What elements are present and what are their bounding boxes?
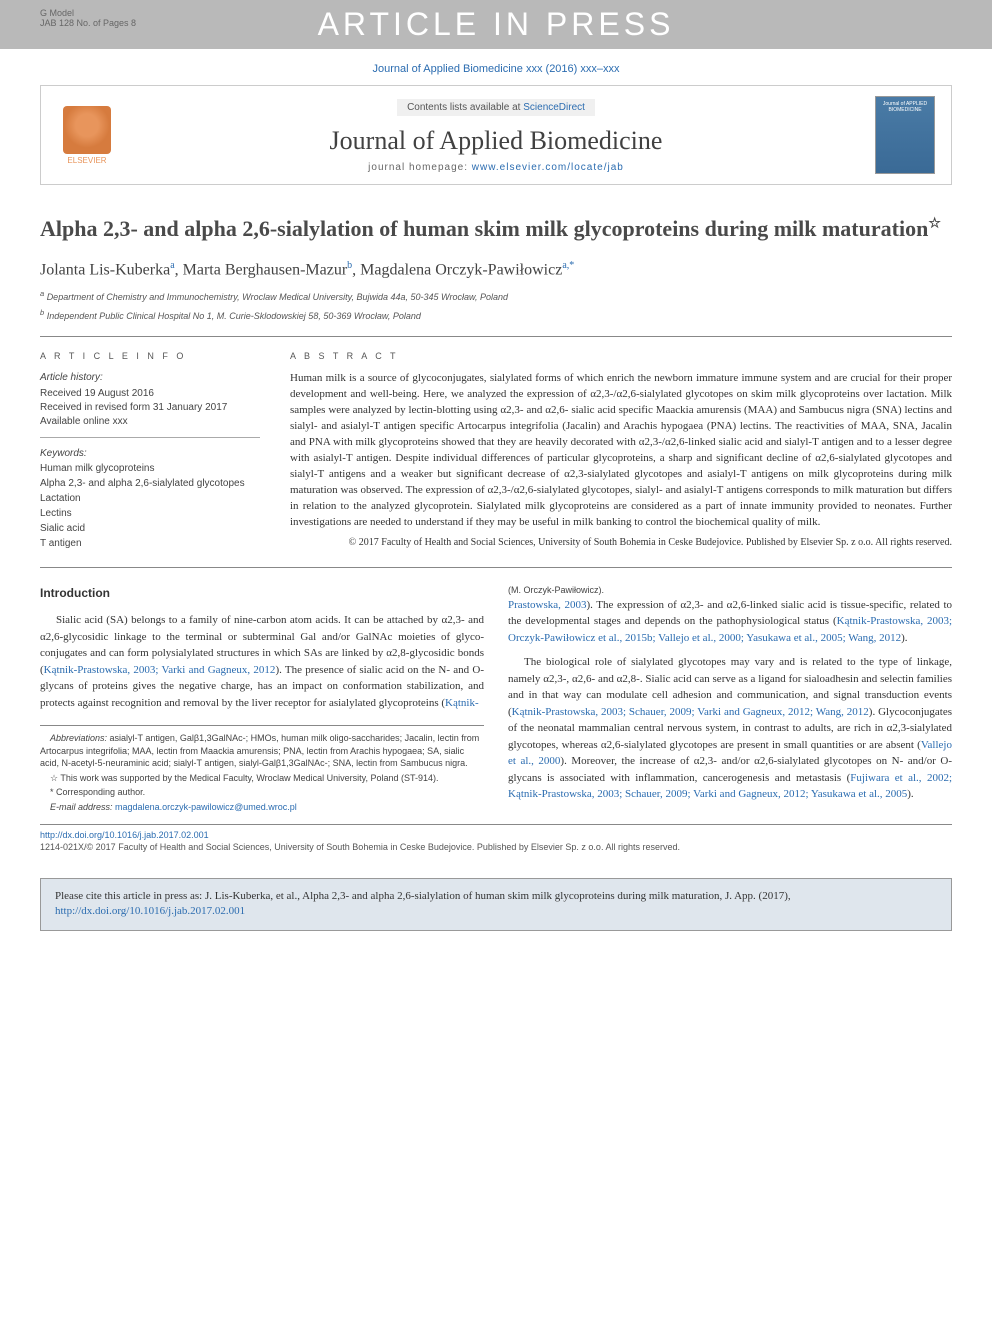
info-abstract-row: A R T I C L E I N F O Article history: R… — [40, 351, 952, 551]
elsevier-text: ELSEVIER — [67, 156, 106, 165]
affiliation-b: b Independent Public Clinical Hospital N… — [40, 308, 952, 323]
watermark-bar: G Model JAB 128 No. of Pages 8 ARTICLE I… — [0, 0, 992, 49]
journal-name: Journal of Applied Biomedicine — [133, 126, 859, 156]
corresponding-fn: * Corresponding author. — [40, 786, 484, 799]
divider — [40, 567, 952, 568]
email-link[interactable]: magdalena.orczyk-pawilowicz@umed.wroc.pl — [115, 802, 297, 812]
g-model-block: G Model JAB 128 No. of Pages 8 — [40, 8, 136, 28]
g-model-label: G Model — [40, 8, 136, 18]
homepage-link[interactable]: www.elsevier.com/locate/jab — [472, 162, 624, 173]
keyword: T antigen — [40, 536, 260, 551]
contents-line: Contents lists available at ScienceDirec… — [397, 99, 595, 116]
keyword: Sialic acid — [40, 521, 260, 536]
article-history-block: Article history: Received 19 August 2016… — [40, 371, 260, 438]
intro-heading: Introduction — [40, 584, 484, 602]
citation-link[interactable]: Kątnik- — [445, 697, 479, 709]
issn-line: 1214-021X/© 2017 Faculty of Health and S… — [40, 841, 952, 854]
author-3: Magdalena Orczyk-Pawiłowicz — [360, 261, 562, 278]
watermark-text: ARTICLE IN PRESS — [318, 6, 675, 42]
keyword: Lactation — [40, 491, 260, 506]
journal-header: ELSEVIER Contents lists available at Sci… — [40, 85, 952, 185]
abbreviations-fn: Abbreviations: asialyl-T antigen, Galβ1,… — [40, 732, 484, 770]
article-info-col: A R T I C L E I N F O Article history: R… — [40, 351, 260, 551]
homepage-line: journal homepage: www.elsevier.com/locat… — [133, 162, 859, 173]
intro-p3: The biological role of sialylated glycot… — [508, 654, 952, 803]
citation-top: Journal of Applied Biomedicine xxx (2016… — [0, 49, 992, 85]
email-name: (M. Orczyk-Pawiłowicz). — [508, 584, 952, 597]
author-2: Marta Berghausen-Mazur — [183, 261, 348, 278]
email-fn: E-mail address: magdalena.orczyk-pawilow… — [40, 801, 484, 814]
funding-star-icon: ☆ — [928, 217, 941, 232]
article-title: Alpha 2,3- and alpha 2,6-sialylation of … — [40, 215, 952, 244]
keyword: Lectins — [40, 506, 260, 521]
g-model-code: JAB 128 No. of Pages 8 — [40, 18, 136, 28]
abstract-col: A B S T R A C T Human milk is a source o… — [290, 351, 952, 551]
body-columns: Introduction Sialic acid (SA) belongs to… — [40, 584, 952, 814]
keyword: Alpha 2,3- and alpha 2,6-sialylated glyc… — [40, 476, 260, 491]
header-center: Contents lists available at ScienceDirec… — [133, 97, 859, 173]
funding-fn: ☆ This work was supported by the Medical… — [40, 772, 484, 785]
article-info-label: A R T I C L E I N F O — [40, 351, 260, 361]
elsevier-tree-icon — [63, 106, 111, 154]
author-1: Jolanta Lis-Kuberka — [40, 261, 170, 278]
abstract-label: A B S T R A C T — [290, 351, 952, 361]
keywords-block: Keywords: Human milk glycoproteins Alpha… — [40, 446, 260, 551]
authors-line: Jolanta Lis-Kuberkaa, Marta Berghausen-M… — [40, 260, 952, 279]
sciencedirect-link[interactable]: ScienceDirect — [523, 102, 585, 113]
citation-link[interactable]: Kątnik-Prastowska, 2003; Schauer, 2009; … — [512, 706, 869, 718]
intro-p2: Prastowska, 2003). The expression of α2,… — [508, 597, 952, 647]
abstract-text: Human milk is a source of glycoconjugate… — [290, 371, 952, 530]
cite-box: Please cite this article in press as: J.… — [40, 878, 952, 931]
elsevier-logo: ELSEVIER — [57, 100, 117, 170]
affiliation-a: a Department of Chemistry and Immunochem… — [40, 289, 952, 304]
keyword: Human milk glycoproteins — [40, 461, 260, 476]
divider — [40, 336, 952, 337]
doi-block: http://dx.doi.org/10.1016/j.jab.2017.02.… — [40, 824, 952, 858]
abstract-copyright: © 2017 Faculty of Health and Social Scie… — [290, 536, 952, 550]
citation-link[interactable]: Kątnik-Prastowska, 2003; Varki and Gagne… — [44, 664, 276, 676]
intro-p1: Sialic acid (SA) belongs to a family of … — [40, 612, 484, 711]
doi-link[interactable]: http://dx.doi.org/10.1016/j.jab.2017.02.… — [40, 829, 952, 842]
cite-doi-link[interactable]: http://dx.doi.org/10.1016/j.jab.2017.02.… — [55, 905, 245, 917]
journal-cover-thumb: Journal of APPLIED BIOMEDICINE — [875, 96, 935, 174]
citation-link[interactable]: Prastowska, 2003 — [508, 599, 586, 611]
